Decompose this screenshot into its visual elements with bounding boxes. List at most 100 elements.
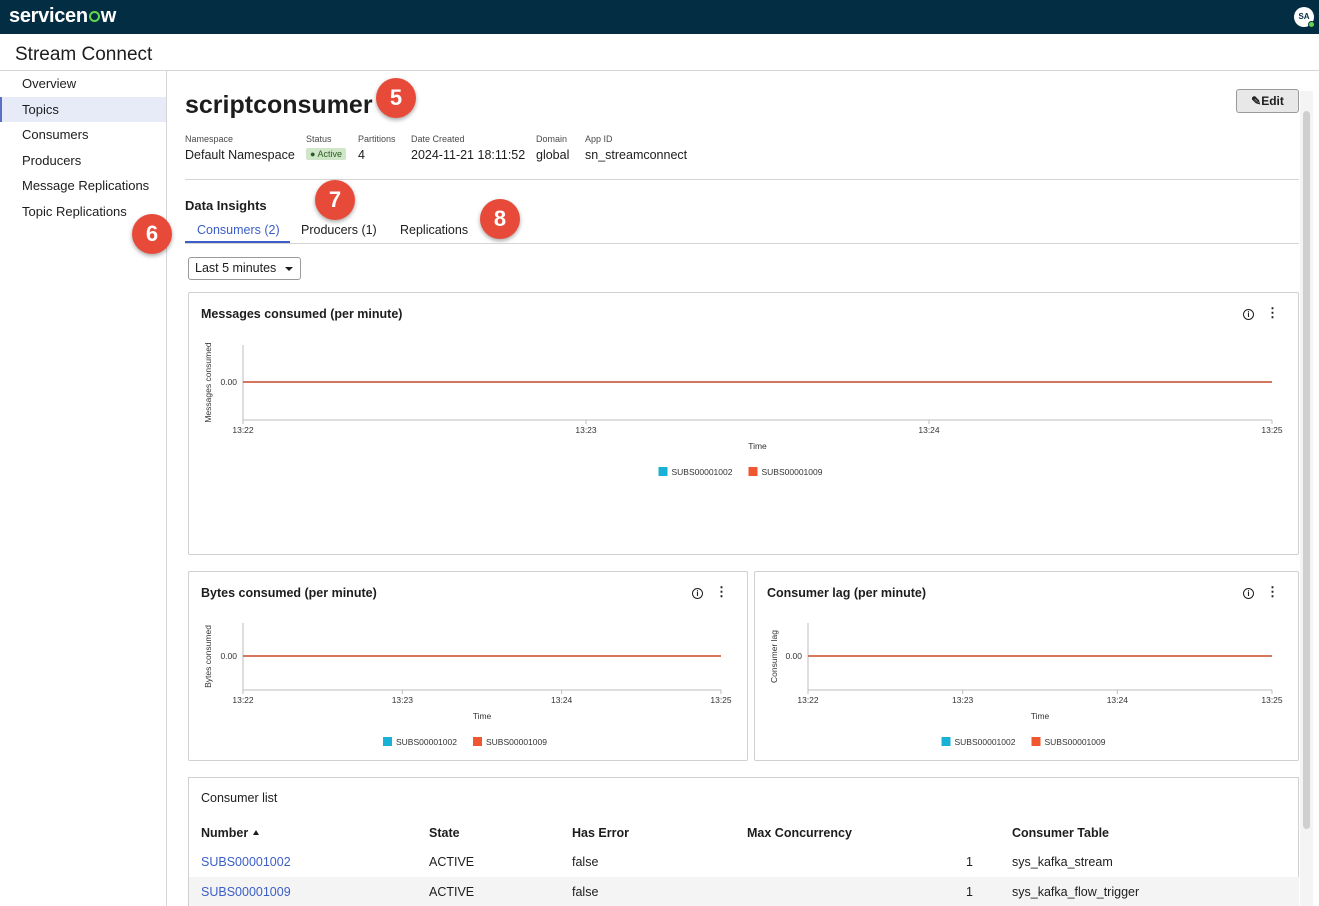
consumer-max-concurrency: 1 — [966, 855, 973, 869]
chart-card-messages-consumed: Messages consumed (per minute) i ⋮ 0.00 Me… — [188, 292, 1299, 555]
meta-partitions: Partitions 4 — [358, 134, 396, 162]
x-tick-label: 13:24 — [1107, 695, 1129, 705]
column-header-number[interactable]: Number — [201, 826, 260, 840]
legend-swatch — [1031, 737, 1041, 746]
more-options-icon[interactable]: ⋮ — [1266, 584, 1279, 599]
column-header-consumer-table[interactable]: Consumer Table — [1012, 826, 1110, 840]
caret-down-icon — [285, 267, 293, 271]
data-insights-heading: Data Insights — [185, 198, 267, 213]
legend-label: SUBS00001002 — [955, 737, 1016, 747]
sidebar-item-message-replications[interactable]: Message Replications — [0, 173, 166, 199]
x-tick-label: 13:23 — [392, 695, 414, 705]
chart-card-bytes-consumed: Bytes consumed (per minute) i ⋮ 0.00 Bytes… — [188, 571, 748, 761]
meta-value: 4 — [358, 148, 365, 162]
legend-label: SUBS00001009 — [1045, 737, 1106, 747]
meta-label: Namespace — [185, 134, 234, 144]
sidebar-item-producers[interactable]: Producers — [0, 148, 166, 174]
annotation-badge-8: 8 — [480, 199, 520, 239]
chart-messages-consumed: 0.00 Messages consumed 13:22 13:23 13:24 13:2… — [203, 342, 1283, 477]
y-tick-label: 0.00 — [220, 651, 237, 661]
meta-label: Domain — [536, 134, 568, 144]
sidebar-item-label: Overview — [22, 76, 77, 91]
column-header-label: Number — [201, 826, 249, 840]
top-navigation-bar: servicen w SA — [0, 0, 1319, 34]
column-header-max-concurrency[interactable]: Max Concurrency — [747, 826, 852, 840]
legend-swatch — [473, 737, 482, 746]
consumer-has-error: false — [572, 885, 599, 899]
consumer-has-error: false — [572, 855, 599, 869]
tab-consumers[interactable]: Consumers (2) — [197, 223, 280, 237]
meta-app-id: App ID sn_streamconnect — [585, 134, 687, 162]
main-content: scriptconsumer 5 ✎Edit Namespace Default… — [132, 71, 1319, 906]
x-tick-label: 13:25 — [1261, 695, 1283, 705]
more-options-icon[interactable]: ⋮ — [1266, 305, 1279, 320]
legend-swatch — [383, 737, 392, 746]
logo-o-glyph — [88, 11, 100, 22]
y-tick-label: 0.00 — [785, 651, 802, 661]
meta-label: App ID — [585, 134, 613, 144]
logo-text-prefix: servicen — [9, 5, 88, 27]
status-text: Active — [317, 149, 342, 159]
annotation-badge-6: 6 — [132, 214, 172, 254]
info-icon[interactable]: i — [1243, 588, 1254, 599]
active-tab-indicator — [185, 241, 290, 243]
divider — [0, 70, 1319, 71]
meta-status: Status ● Active — [306, 134, 346, 162]
column-header-state[interactable]: State — [429, 826, 460, 840]
sidebar-item-consumers[interactable]: Consumers — [0, 122, 166, 148]
consumer-number-link[interactable]: SUBS00001002 — [201, 855, 291, 869]
app-title: Stream Connect — [15, 44, 153, 65]
meta-value: global — [536, 148, 570, 162]
chart-card-consumer-lag: Consumer lag (per minute) i ⋮ 0.00 Consume… — [754, 571, 1299, 761]
consumer-max-concurrency: 1 — [966, 885, 973, 899]
sidebar-item-label: Topics — [22, 101, 59, 117]
consumer-table: sys_kafka_stream — [1012, 855, 1113, 869]
legend-label: SUBS00001009 — [762, 467, 823, 477]
consumer-table: sys_kafka_flow_trigger — [1012, 885, 1140, 899]
user-avatar[interactable]: SA — [1294, 7, 1315, 28]
sidebar-item-label: Topic Replications — [22, 203, 127, 219]
meta-label: Status — [306, 134, 332, 144]
x-tick-label: 13:25 — [710, 695, 732, 705]
sort-ascending-icon — [253, 830, 260, 835]
meta-value: 2024-11-21 18:11:52 — [411, 148, 526, 162]
sidebar-item-topic-replications[interactable]: Topic Replications — [0, 199, 166, 225]
servicenow-logo[interactable]: servicen w — [9, 5, 116, 28]
info-icon[interactable]: i — [1243, 309, 1254, 320]
meta-date-created: Date Created 2024-11-21 18:11:52 — [411, 134, 525, 162]
legend-swatch — [658, 467, 668, 476]
avatar-initials: SA — [1298, 12, 1310, 21]
tab-replications[interactable]: Replications — [400, 223, 469, 237]
x-axis-label: Time — [1031, 711, 1050, 721]
y-axis-label: Consumer lag — [769, 630, 779, 683]
meta-value: Default Namespace — [185, 148, 295, 162]
column-header-has-error[interactable]: Has Error — [572, 826, 629, 840]
legend-label: SUBS00001002 — [396, 737, 457, 747]
consumer-number-link[interactable]: SUBS00001009 — [201, 885, 291, 899]
tab-producers[interactable]: Producers (1) — [301, 223, 377, 237]
edit-button[interactable]: ✎Edit — [1236, 89, 1299, 113]
info-icon[interactable]: i — [692, 588, 703, 599]
annotation-badge-5: 5 — [376, 78, 416, 118]
x-tick-label: 13:24 — [918, 425, 940, 435]
x-tick-label: 13:25 — [1261, 425, 1283, 435]
annotation-badge-7: 7 — [315, 180, 355, 220]
meta-label: Date Created — [411, 134, 465, 144]
x-tick-label: 13:24 — [551, 695, 573, 705]
meta-namespace: Namespace Default Namespace — [185, 134, 295, 162]
sidebar-item-topics[interactable]: Topics — [0, 96, 166, 122]
consumer-list-title: Consumer list — [201, 791, 278, 805]
legend-label: SUBS00001002 — [672, 467, 733, 477]
sidebar-item-label: Producers — [22, 152, 82, 168]
chart-title: Messages consumed (per minute) — [201, 307, 403, 321]
sidebar-item-label: Consumers — [22, 127, 89, 142]
more-options-icon[interactable]: ⋮ — [715, 584, 728, 599]
x-tick-label: 13:23 — [575, 425, 597, 435]
record-title: scriptconsumer — [185, 91, 373, 119]
time-range-select[interactable]: Last 5 minutes — [188, 257, 301, 280]
scrollbar-thumb[interactable] — [1303, 111, 1310, 829]
y-axis-label: Messages consumed — [203, 342, 213, 423]
meta-value: sn_streamconnect — [585, 148, 688, 162]
table-row: SUBS00001002 ACTIVE false 1 sys_kafka_st… — [189, 847, 1299, 877]
sidebar-item-overview[interactable]: Overview — [0, 71, 166, 97]
